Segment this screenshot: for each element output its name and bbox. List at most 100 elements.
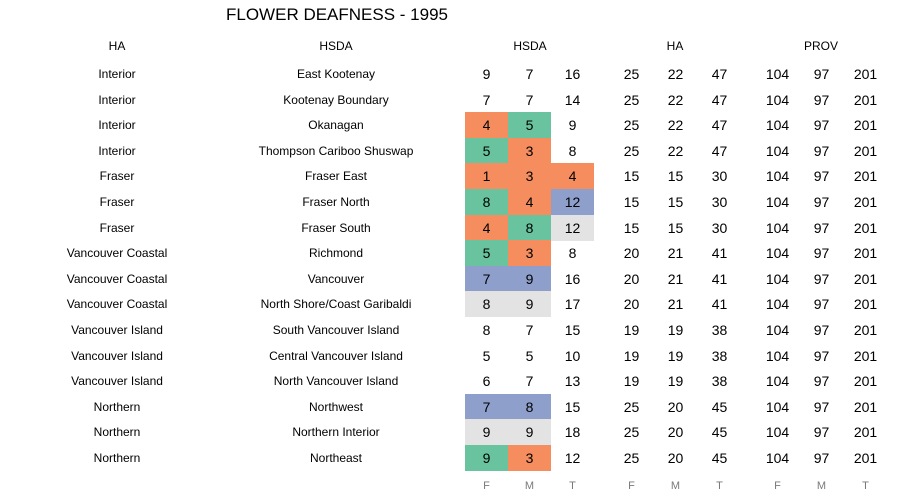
value-cell: 38 [711, 373, 728, 389]
value-cell: 45 [711, 424, 728, 440]
value-cell: 10 [564, 348, 581, 364]
value-cell: 12 [551, 215, 594, 241]
value-cell: 201 [853, 271, 878, 287]
value-cell: 47 [711, 143, 728, 159]
value-cell: 30 [711, 194, 728, 210]
sub-label-m: M [670, 480, 681, 492]
hsda-cell: North Vancouver Island [273, 374, 399, 388]
value-cell: 45 [711, 399, 728, 415]
value-cell: 104 [765, 194, 790, 210]
ha-cell: Vancouver Coastal [66, 246, 168, 260]
value-cell: 7 [525, 373, 534, 389]
value-cell: 3 [508, 163, 551, 189]
value-cell: 97 [813, 450, 830, 466]
value-cell: 104 [765, 399, 790, 415]
value-cell: 30 [711, 220, 728, 236]
value-cell: 104 [765, 424, 790, 440]
value-cell: 104 [765, 373, 790, 389]
hsda-cell: Northeast [309, 451, 363, 465]
value-cell: 104 [765, 143, 790, 159]
value-cell: 8 [508, 394, 551, 420]
value-cell: 97 [813, 271, 830, 287]
value-cell: 20 [623, 245, 640, 261]
value-cell: 21 [667, 271, 684, 287]
value-cell: 21 [667, 296, 684, 312]
ha-cell: Fraser [99, 195, 135, 209]
value-cell: 201 [853, 399, 878, 415]
value-cell: 9 [482, 66, 491, 82]
ha-cell: Interior [98, 118, 136, 132]
hsda-cell: Northern Interior [292, 425, 380, 439]
value-cell: 5 [465, 240, 508, 266]
value-cell: 5 [465, 138, 508, 164]
header-hsda: HSDA [319, 39, 353, 53]
value-cell: 22 [667, 92, 684, 108]
value-cell: 201 [853, 220, 878, 236]
ha-cell: Vancouver Island [71, 374, 163, 388]
value-cell: 7 [465, 394, 508, 420]
value-cell: 3 [508, 240, 551, 266]
value-cell: 201 [853, 117, 878, 133]
value-cell: 38 [711, 322, 728, 338]
value-cell: 45 [711, 450, 728, 466]
value-cell: 12 [551, 189, 594, 215]
value-cell: 104 [765, 117, 790, 133]
chart-title: FLOWER DEAFNESS - 1995 [226, 5, 449, 24]
value-cell: 97 [813, 143, 830, 159]
value-cell: 47 [711, 66, 728, 82]
value-cell: 30 [711, 168, 728, 184]
value-cell: 38 [711, 348, 728, 364]
value-cell: 20 [667, 399, 684, 415]
hsda-cell: Thompson Cariboo Shuswap [258, 144, 414, 158]
value-cell: 14 [564, 92, 581, 108]
value-cell: 97 [813, 296, 830, 312]
value-cell: 4 [465, 215, 508, 241]
value-cell: 7 [525, 322, 534, 338]
value-cell: 201 [853, 373, 878, 389]
value-cell: 15 [667, 220, 684, 236]
value-cell: 97 [813, 66, 830, 82]
value-cell: 201 [853, 348, 878, 364]
sub-label-t: T [716, 480, 723, 492]
value-cell: 201 [853, 168, 878, 184]
ha-cell: Vancouver Island [71, 349, 163, 363]
value-cell: 104 [765, 66, 790, 82]
header-ha-group: HA [666, 39, 684, 53]
ha-cell: Vancouver Coastal [66, 297, 168, 311]
sub-label-f: F [628, 480, 635, 492]
value-cell: 47 [711, 92, 728, 108]
value-cell: 18 [564, 424, 581, 440]
hsda-cell: Richmond [308, 246, 364, 260]
value-cell: 15 [564, 322, 581, 338]
value-cell: 7 [525, 66, 534, 82]
value-cell: 19 [623, 348, 640, 364]
value-cell: 19 [667, 322, 684, 338]
value-cell: 12 [564, 450, 581, 466]
value-cell: 3 [508, 138, 551, 164]
value-cell: 9 [568, 117, 577, 133]
value-cell: 7 [482, 92, 491, 108]
value-cell: 104 [765, 348, 790, 364]
value-cell: 8 [568, 143, 577, 159]
value-cell: 25 [623, 450, 640, 466]
hsda-cell: Fraser South [301, 221, 371, 235]
value-cell: 97 [813, 373, 830, 389]
value-cell: 15 [623, 168, 640, 184]
value-cell: 8 [465, 189, 508, 215]
value-cell: 17 [564, 296, 581, 312]
value-cell: 15 [667, 168, 684, 184]
value-cell: 97 [813, 245, 830, 261]
value-cell: 97 [813, 399, 830, 415]
value-cell: 8 [568, 245, 577, 261]
header-ha: HA [108, 39, 126, 53]
value-cell: 22 [667, 143, 684, 159]
value-cell: 104 [765, 450, 790, 466]
value-cell: 25 [623, 399, 640, 415]
value-cell: 25 [623, 424, 640, 440]
value-cell: 25 [623, 117, 640, 133]
value-cell: 25 [623, 66, 640, 82]
value-cell: 201 [853, 245, 878, 261]
value-cell: 21 [667, 245, 684, 261]
value-cell: 25 [623, 92, 640, 108]
value-cell: 5 [525, 348, 534, 364]
